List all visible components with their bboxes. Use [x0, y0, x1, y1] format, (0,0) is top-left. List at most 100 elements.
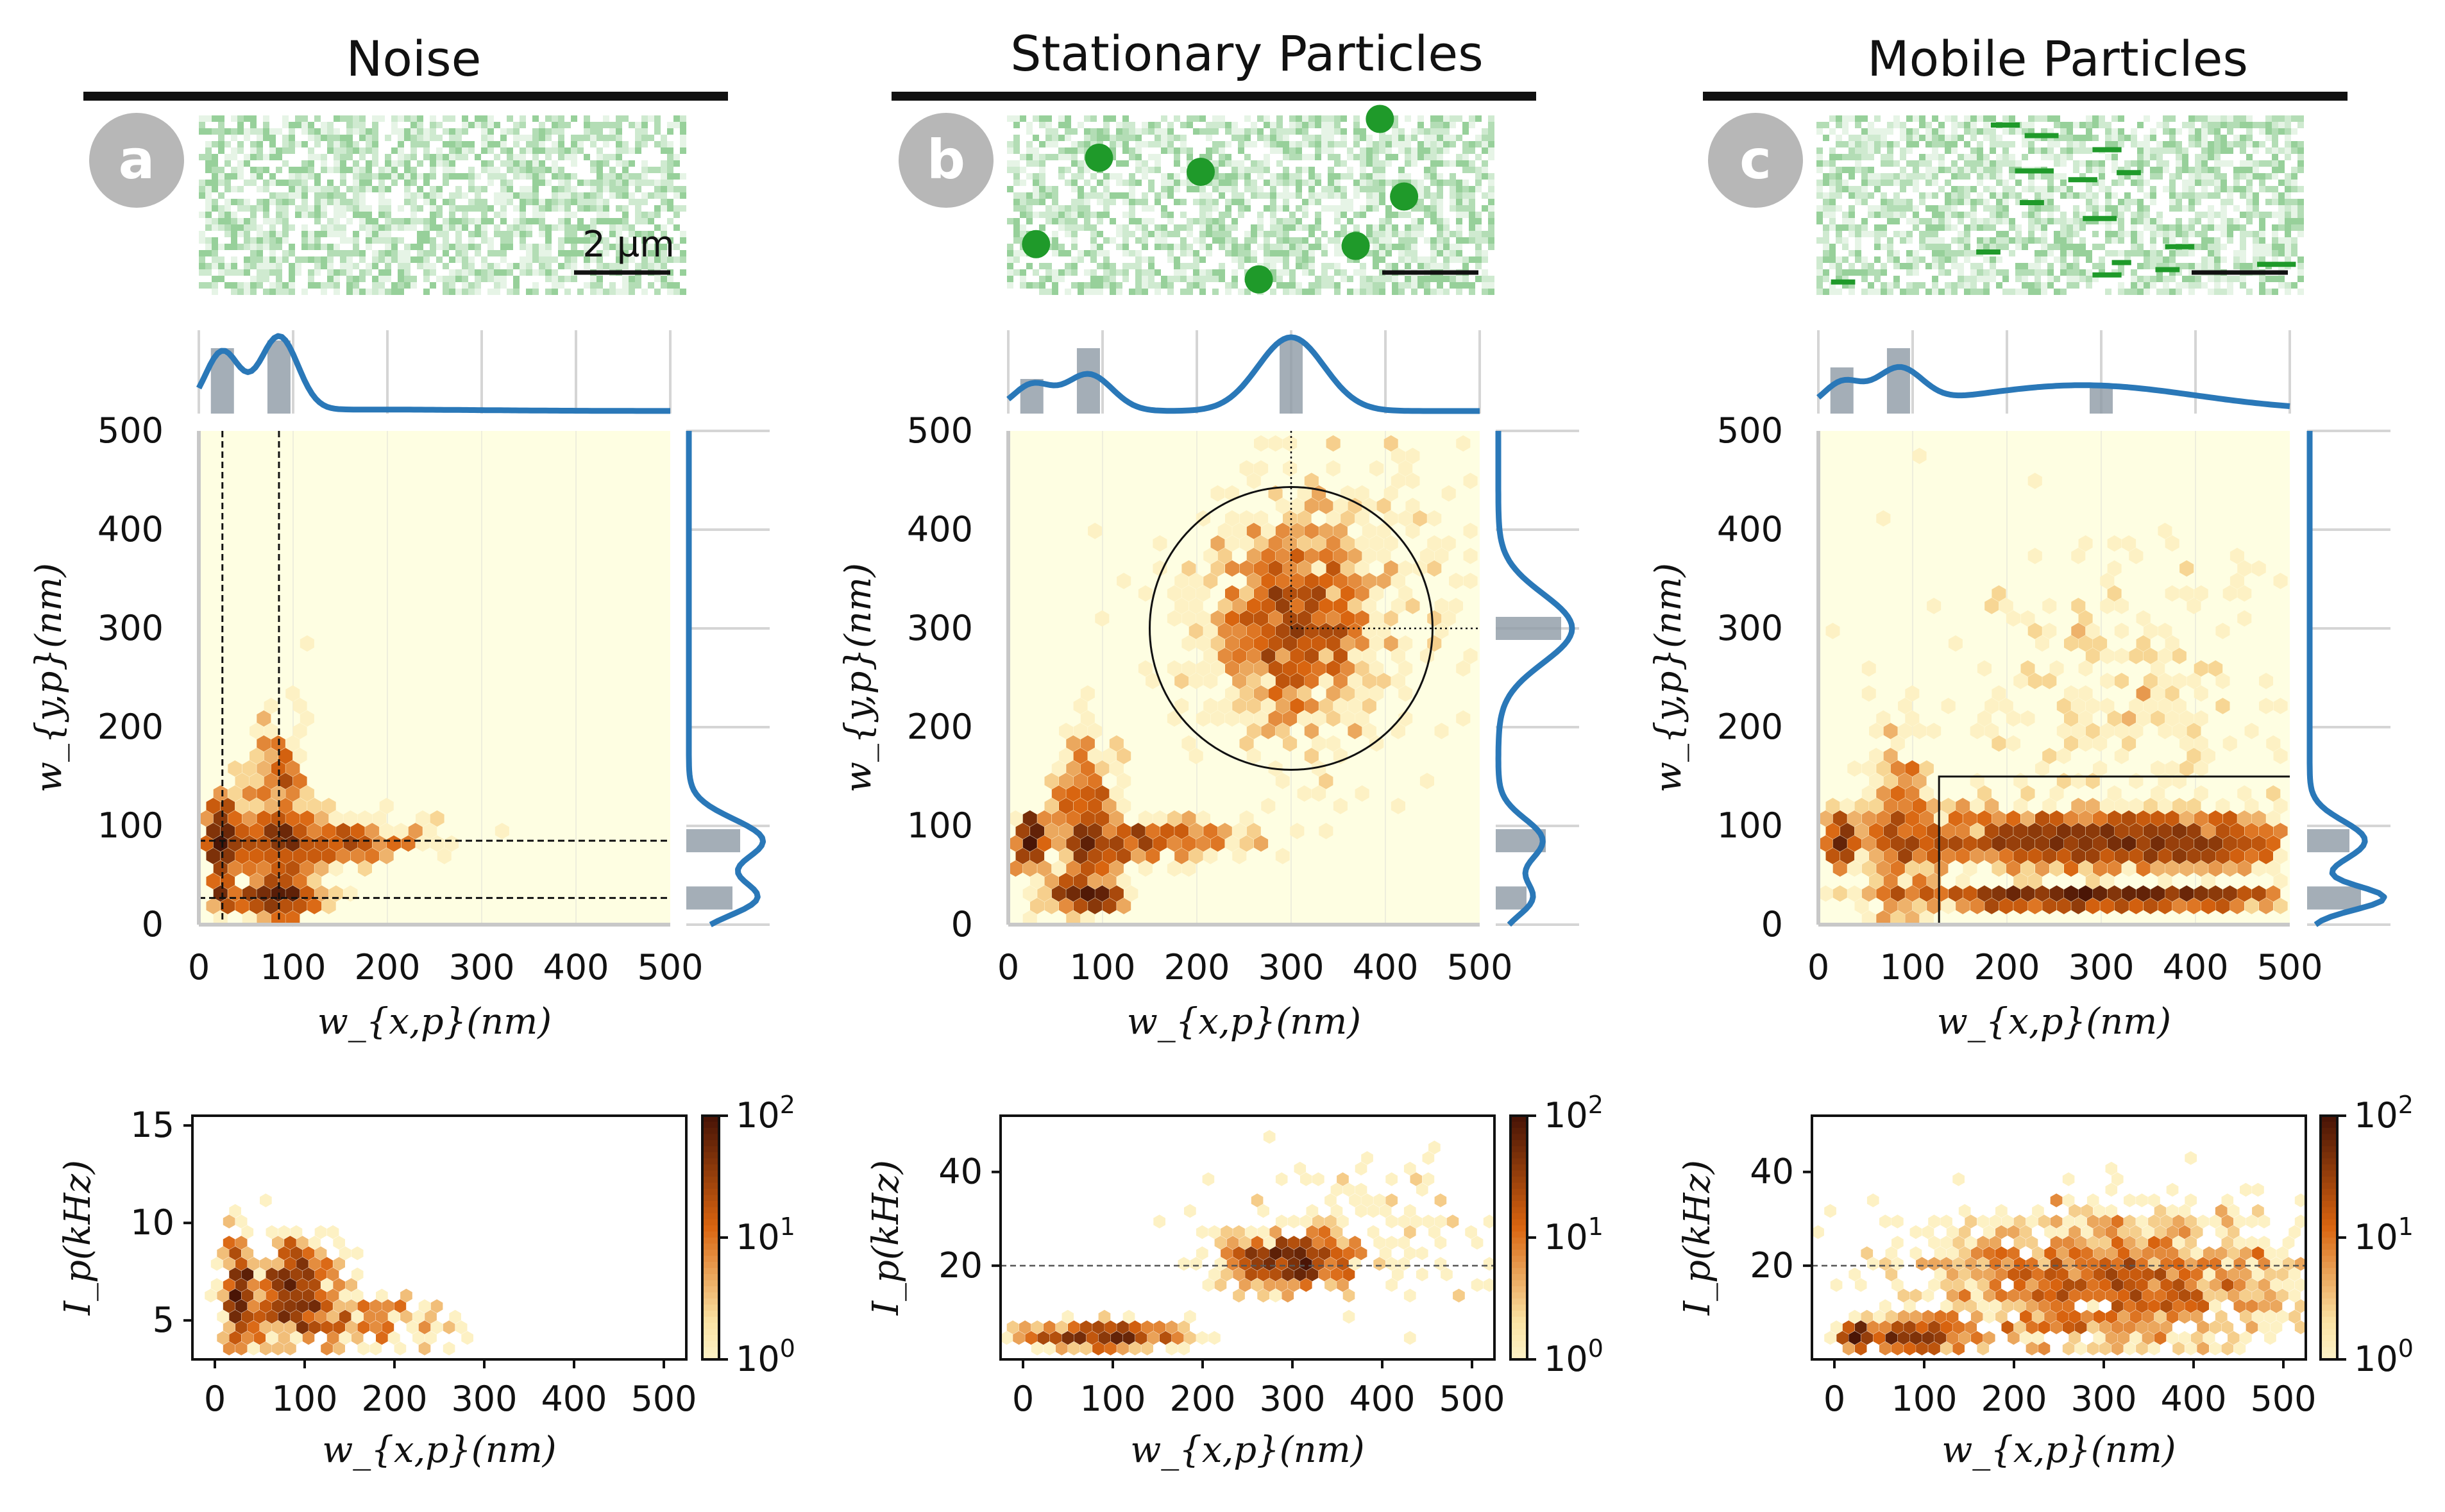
micrograph-pixel	[2233, 205, 2240, 212]
micrograph-pixel	[346, 141, 353, 147]
micrograph-pixel	[507, 237, 513, 244]
micrograph-pixel	[1868, 205, 1874, 212]
micrograph-pixel	[2067, 192, 2073, 199]
hexbin-cell	[1312, 1257, 1324, 1271]
micrograph-pixel	[1443, 244, 1450, 250]
micrograph-pixel	[2028, 212, 2035, 218]
micrograph-pixel	[1488, 128, 1494, 135]
micrograph-pixel	[468, 256, 475, 263]
micrograph-pixel	[417, 250, 423, 256]
colorbar-segment	[702, 1189, 719, 1196]
micrograph-pixel	[1958, 192, 1964, 199]
micrograph-pixel	[584, 192, 590, 199]
micrograph-pixel	[1084, 135, 1090, 141]
hexbin-cell	[1178, 1320, 1190, 1334]
micrograph-pixel	[1469, 218, 1475, 224]
micrograph-pixel	[359, 186, 366, 192]
micrograph-pixel	[667, 199, 673, 205]
micrograph-pixel	[1450, 141, 1456, 147]
micrograph-pixel	[1078, 199, 1084, 205]
colorbar-segment	[1510, 1280, 1527, 1287]
micrograph-pixel	[1084, 218, 1090, 224]
micrograph-pixel	[2054, 154, 2060, 160]
micrograph-pixel	[1366, 147, 1373, 154]
micrograph-pixel	[1842, 115, 1849, 122]
micrograph-pixel	[443, 263, 449, 269]
micrograph-pixel	[545, 128, 552, 135]
micrograph-pixel	[1881, 154, 1887, 160]
micrograph-pixel	[1360, 180, 1366, 186]
micrograph-pixel	[1392, 263, 1398, 269]
micrograph-pixel	[423, 231, 430, 237]
micrograph-pixel	[1816, 186, 1823, 192]
micrograph-pixel	[378, 276, 385, 282]
micrograph-pixel	[314, 205, 321, 212]
micrograph-pixel	[622, 263, 629, 269]
micrograph-pixel	[205, 212, 212, 218]
micrograph-pixel	[2150, 167, 2156, 173]
micrograph-pixel	[2086, 128, 2092, 135]
micrograph-pixel	[629, 192, 635, 199]
micrograph-pixel	[1116, 224, 1122, 231]
hexbin-cell	[292, 823, 307, 839]
hexbin-cell	[1405, 498, 1420, 514]
hexbin-cell	[250, 848, 264, 864]
micrograph-pixel	[545, 199, 552, 205]
micrograph-pixel	[1078, 205, 1084, 212]
micrograph-pixel	[443, 160, 449, 167]
hexbin-cell	[1391, 473, 1405, 489]
micrograph-pixel	[2285, 135, 2291, 141]
micrograph-pixel	[1482, 160, 1488, 167]
micrograph-pixel	[532, 160, 539, 167]
hexbin-cell	[1117, 823, 1131, 839]
micrograph-pixel	[2297, 122, 2304, 128]
micrograph-pixel	[1893, 173, 1900, 180]
micrograph-pixel	[455, 135, 462, 141]
colorbar-segment	[1510, 1262, 1527, 1269]
micrograph-pixel	[327, 263, 334, 269]
micrograph-pixel	[314, 269, 321, 276]
micrograph-pixel	[539, 224, 545, 231]
hexbin-cell	[1326, 610, 1341, 627]
micrograph-pixel	[481, 199, 487, 205]
micrograph-pixel	[1129, 122, 1135, 128]
micrograph-pixel	[301, 256, 308, 263]
micrograph-pixel	[366, 289, 372, 295]
micrograph-pixel	[2092, 167, 2099, 173]
hexbin-cell	[1203, 848, 1218, 864]
micrograph-pixel	[2265, 128, 2272, 135]
micrograph-pixel	[520, 173, 526, 180]
hexbin-cell	[1333, 698, 1348, 714]
micrograph-pixel	[539, 256, 545, 263]
micrograph-pixel	[366, 147, 372, 154]
micrograph-pixel	[564, 122, 571, 128]
hexbin-cell	[1330, 1204, 1343, 1218]
micrograph-pixel	[1906, 115, 1913, 122]
micrograph-pixel	[2285, 212, 2291, 218]
micrograph-pixel	[564, 224, 571, 231]
micrograph-pixel	[1996, 212, 2002, 218]
micrograph-pixel	[2047, 186, 2054, 192]
joint-hexbin-plot: 0 100 200 300 400 5000100200300400500w_{x,p}(…	[838, 410, 1513, 1043]
micrograph-pixel	[1347, 289, 1353, 295]
micrograph-pixel	[1110, 289, 1116, 295]
micrograph-pixel	[475, 269, 481, 276]
micrograph-pixel	[1881, 141, 1887, 147]
micrograph-pixel	[1161, 173, 1167, 180]
micrograph-pixel	[1308, 154, 1315, 160]
hexbin-cell	[1283, 635, 1298, 652]
y-tick-label: 200	[97, 707, 164, 747]
hexbin-cell	[1290, 548, 1305, 564]
micrograph-pixel	[398, 218, 404, 224]
micrograph-pixel	[231, 224, 237, 231]
micrograph-pixel	[577, 237, 584, 244]
micrograph-pixel	[1039, 192, 1045, 199]
micrograph-pixel	[269, 244, 276, 250]
micrograph-pixel	[532, 173, 539, 180]
micrograph-pixel	[1065, 289, 1071, 295]
micrograph-pixel	[526, 218, 532, 224]
micrograph-pixel	[1257, 224, 1264, 231]
colorbar-segment	[702, 1286, 719, 1293]
hexbin-cell	[314, 1309, 327, 1324]
y-tick-label: 15	[130, 1105, 174, 1145]
